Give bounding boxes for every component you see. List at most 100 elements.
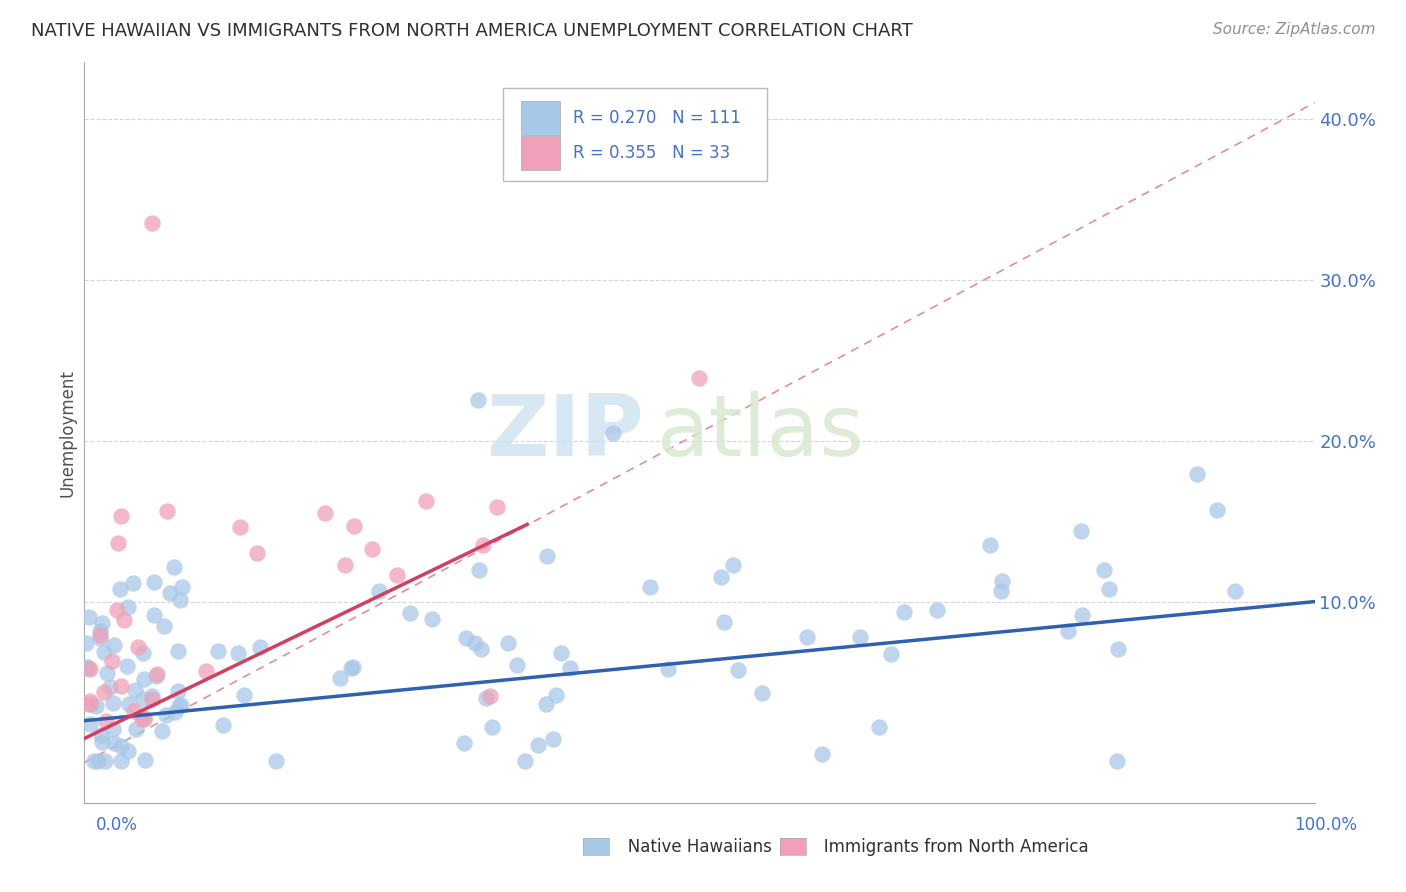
Point — [110, 509, 132, 524]
Point — [546, 689, 568, 703]
Point — [471, 538, 494, 552]
Point — [141, 216, 163, 230]
Point — [167, 644, 190, 658]
Point — [602, 425, 624, 440]
Point — [80, 697, 103, 711]
Point — [342, 660, 364, 674]
Point — [145, 667, 167, 681]
Point — [1107, 754, 1129, 768]
Y-axis label: Unemployment: Unemployment — [58, 368, 76, 497]
Point — [132, 673, 155, 687]
Point — [132, 711, 155, 725]
Point — [77, 609, 100, 624]
Point — [76, 661, 98, 675]
Point — [314, 506, 336, 520]
Point — [479, 689, 502, 703]
Text: ZIP: ZIP — [486, 391, 644, 475]
Point — [470, 642, 492, 657]
Point — [115, 659, 138, 673]
Point — [640, 580, 662, 594]
Point — [170, 698, 193, 713]
Point — [880, 647, 903, 661]
Point — [1092, 563, 1115, 577]
Point — [89, 624, 111, 639]
Text: R = 0.355   N = 33: R = 0.355 N = 33 — [572, 144, 730, 161]
Point — [172, 580, 194, 594]
Point — [93, 645, 115, 659]
Point — [541, 731, 564, 746]
Point — [134, 753, 156, 767]
Point — [361, 542, 384, 557]
Point — [163, 560, 186, 574]
Point — [103, 736, 125, 750]
Point — [536, 549, 558, 563]
Text: 0.0%: 0.0% — [96, 816, 138, 834]
Point — [513, 754, 536, 768]
Point — [75, 636, 97, 650]
Point — [420, 612, 443, 626]
Point — [925, 603, 948, 617]
Point — [751, 686, 773, 700]
Text: R = 0.270   N = 111: R = 0.270 N = 111 — [572, 109, 741, 127]
Point — [76, 660, 98, 674]
Point — [496, 636, 519, 650]
Point — [91, 616, 114, 631]
Point — [1097, 582, 1119, 597]
Point — [96, 665, 118, 680]
Point — [103, 638, 125, 652]
Point — [101, 654, 124, 668]
Point — [1185, 467, 1208, 482]
Text: 100.0%: 100.0% — [1294, 816, 1357, 834]
Point — [468, 563, 491, 577]
Point — [527, 739, 550, 753]
Point — [159, 586, 181, 600]
Point — [94, 714, 117, 729]
Point — [107, 536, 129, 550]
Point — [156, 504, 179, 518]
Point — [89, 632, 111, 646]
Text: NATIVE HAWAIIAN VS IMMIGRANTS FROM NORTH AMERICA UNEMPLOYMENT CORRELATION CHART: NATIVE HAWAIIAN VS IMMIGRANTS FROM NORTH… — [31, 22, 912, 40]
Point — [131, 646, 153, 660]
Point — [558, 660, 581, 674]
Point — [79, 717, 101, 731]
Point — [991, 574, 1014, 589]
Point — [415, 494, 437, 508]
Point — [166, 684, 188, 698]
Point — [474, 691, 496, 706]
Point — [134, 712, 156, 726]
Point — [143, 574, 166, 589]
Point — [131, 712, 153, 726]
Point — [101, 696, 124, 710]
Point — [83, 754, 105, 768]
Point — [110, 582, 132, 596]
Point — [132, 692, 155, 706]
Point — [710, 569, 733, 583]
Point — [550, 646, 572, 660]
Point — [94, 754, 117, 768]
Point — [399, 607, 422, 621]
Point — [713, 615, 735, 629]
Point — [723, 558, 745, 572]
Point — [91, 735, 114, 749]
Point — [689, 371, 711, 385]
Text: Immigrants from North America: Immigrants from North America — [787, 838, 1090, 856]
Text: Native Hawaiians: Native Hawaiians — [591, 838, 772, 856]
Point — [207, 643, 229, 657]
Point — [77, 697, 100, 711]
Point — [169, 592, 191, 607]
Point — [453, 736, 475, 750]
Point — [229, 519, 252, 533]
Point — [1223, 584, 1246, 599]
Point — [868, 720, 890, 734]
Point — [454, 631, 477, 645]
Point — [340, 661, 363, 675]
Point — [233, 688, 256, 702]
Point — [79, 662, 101, 676]
Point — [329, 671, 352, 685]
FancyBboxPatch shape — [503, 88, 768, 181]
Point — [105, 602, 128, 616]
Point — [246, 546, 269, 560]
Point — [467, 393, 489, 408]
Text: Source: ZipAtlas.com: Source: ZipAtlas.com — [1212, 22, 1375, 37]
Point — [141, 689, 163, 703]
